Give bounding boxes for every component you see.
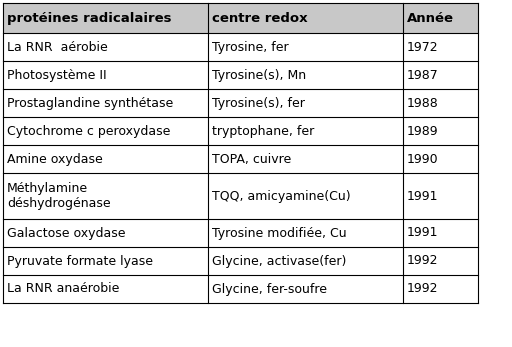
Text: Galactose oxydase: Galactose oxydase <box>7 227 125 239</box>
Text: 1972: 1972 <box>407 41 439 53</box>
Text: TQQ, amicyamine(Cu): TQQ, amicyamine(Cu) <box>212 189 351 203</box>
Text: Méthylamine
déshydrogénase: Méthylamine déshydrogénase <box>7 182 111 210</box>
Text: 1989: 1989 <box>407 125 439 137</box>
Text: 1990: 1990 <box>407 152 439 166</box>
Text: tryptophane, fer: tryptophane, fer <box>212 125 314 137</box>
Text: TOPA, cuivre: TOPA, cuivre <box>212 152 291 166</box>
Text: Tyrosine, fer: Tyrosine, fer <box>212 41 289 53</box>
Text: protéines radicalaires: protéines radicalaires <box>7 11 172 25</box>
Text: Pyruvate formate lyase: Pyruvate formate lyase <box>7 254 153 268</box>
Text: Amine oxydase: Amine oxydase <box>7 152 103 166</box>
Text: Glycine, fer-soufre: Glycine, fer-soufre <box>212 282 327 296</box>
Text: Année: Année <box>407 11 454 25</box>
Text: 1987: 1987 <box>407 68 439 82</box>
Text: La RNR anaérobie: La RNR anaérobie <box>7 282 119 296</box>
Text: Prostaglandine synthétase: Prostaglandine synthétase <box>7 96 173 110</box>
Text: Tyrosine(s), Mn: Tyrosine(s), Mn <box>212 68 306 82</box>
Text: Cytochrome c peroxydase: Cytochrome c peroxydase <box>7 125 170 137</box>
Text: centre redox: centre redox <box>212 11 308 25</box>
Text: 1988: 1988 <box>407 96 439 110</box>
Text: 1991: 1991 <box>407 227 438 239</box>
Text: Photosystème II: Photosystème II <box>7 68 106 82</box>
Text: La RNR  aérobie: La RNR aérobie <box>7 41 108 53</box>
Text: 1991: 1991 <box>407 189 438 203</box>
Text: 1992: 1992 <box>407 282 438 296</box>
Text: Tyrosine(s), fer: Tyrosine(s), fer <box>212 96 305 110</box>
Text: Glycine, activase(fer): Glycine, activase(fer) <box>212 254 347 268</box>
Text: Tyrosine modifiée, Cu: Tyrosine modifiée, Cu <box>212 227 347 239</box>
Text: 1992: 1992 <box>407 254 438 268</box>
Bar <box>3 3 478 33</box>
